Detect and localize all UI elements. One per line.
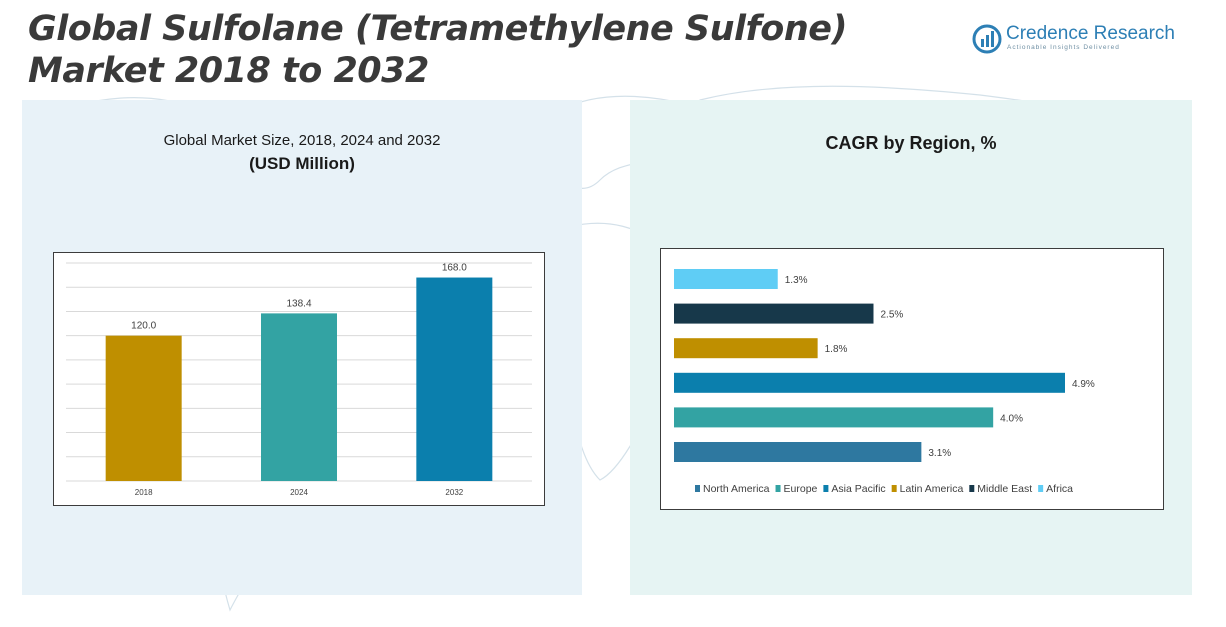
legend-swatch xyxy=(775,485,781,492)
legend-swatch xyxy=(969,485,975,492)
bar-middle-east xyxy=(674,303,874,324)
bar-value-label: 1.8% xyxy=(825,344,848,355)
legend: North America Europe Asia Pacific Latin Ame… xyxy=(695,483,1073,495)
bar-2018 xyxy=(105,335,182,481)
bar-latin-america xyxy=(674,338,818,359)
bar-value-label: 3.1% xyxy=(928,448,951,459)
cagr-title: CAGR by Region, % xyxy=(825,133,997,153)
cagr-bar-chart: 1.3% 2.5% 1.8% 4.9% 4.0% 3.1% North America Eur… xyxy=(674,269,1095,495)
bar-2024 xyxy=(261,313,337,481)
legend-swatch xyxy=(695,485,700,492)
market-size-subtitle: Global Market Size, 2018, 2024 and 2032 xyxy=(163,132,441,149)
market-size-unit: (USD Million) xyxy=(249,154,355,173)
legend-label: North America xyxy=(703,483,770,495)
bar-value-label: 2.5% xyxy=(880,310,903,321)
bar-value-label: 138.4 xyxy=(286,298,311,309)
bar-value-label: 4.9% xyxy=(1072,379,1095,390)
page-title: Global Sulfolane (Tetramethylene Sulfone… xyxy=(28,9,847,91)
x-tick-label: 2032 xyxy=(445,488,463,497)
legend-label: Latin America xyxy=(900,483,964,495)
legend-swatch xyxy=(1038,485,1044,492)
market-size-bar-chart: 120.0 2018 138.4 2024 168.0 2032 xyxy=(66,262,532,497)
bar-north-america xyxy=(674,442,922,462)
x-tick-label: 2024 xyxy=(290,488,308,497)
logo-tagline: Actionable Insights Delivered xyxy=(1007,44,1120,51)
credence-research-logo: Credence Research Actionable Insights De… xyxy=(972,22,1175,56)
bar-value-label: 120.0 xyxy=(131,321,156,332)
x-tick-label: 2018 xyxy=(135,488,153,497)
cagr-chart: 1.3% 2.5% 1.8% 4.9% 4.0% 3.1% North America Eur… xyxy=(660,248,1164,510)
bar-value-label: 1.3% xyxy=(785,275,808,286)
bar-2032 xyxy=(416,277,493,481)
bar-value-label: 168.0 xyxy=(442,263,467,274)
legend-label: Asia Pacific xyxy=(831,483,885,495)
legend-label: Africa xyxy=(1046,483,1073,495)
bar-asia-pacific xyxy=(674,372,1065,393)
logo-icon xyxy=(972,24,1002,54)
bar-value-label: 4.0% xyxy=(1000,413,1023,424)
bar-europe xyxy=(674,407,994,428)
logo-name: Credence Research xyxy=(1006,23,1175,44)
legend-label: Europe xyxy=(784,483,818,495)
legend-swatch xyxy=(823,485,829,492)
legend-label: Middle East xyxy=(977,483,1032,495)
legend-swatch xyxy=(891,485,897,492)
market-size-chart: 120.0 2018 138.4 2024 168.0 2032 xyxy=(53,252,545,506)
bar-africa xyxy=(674,269,778,289)
